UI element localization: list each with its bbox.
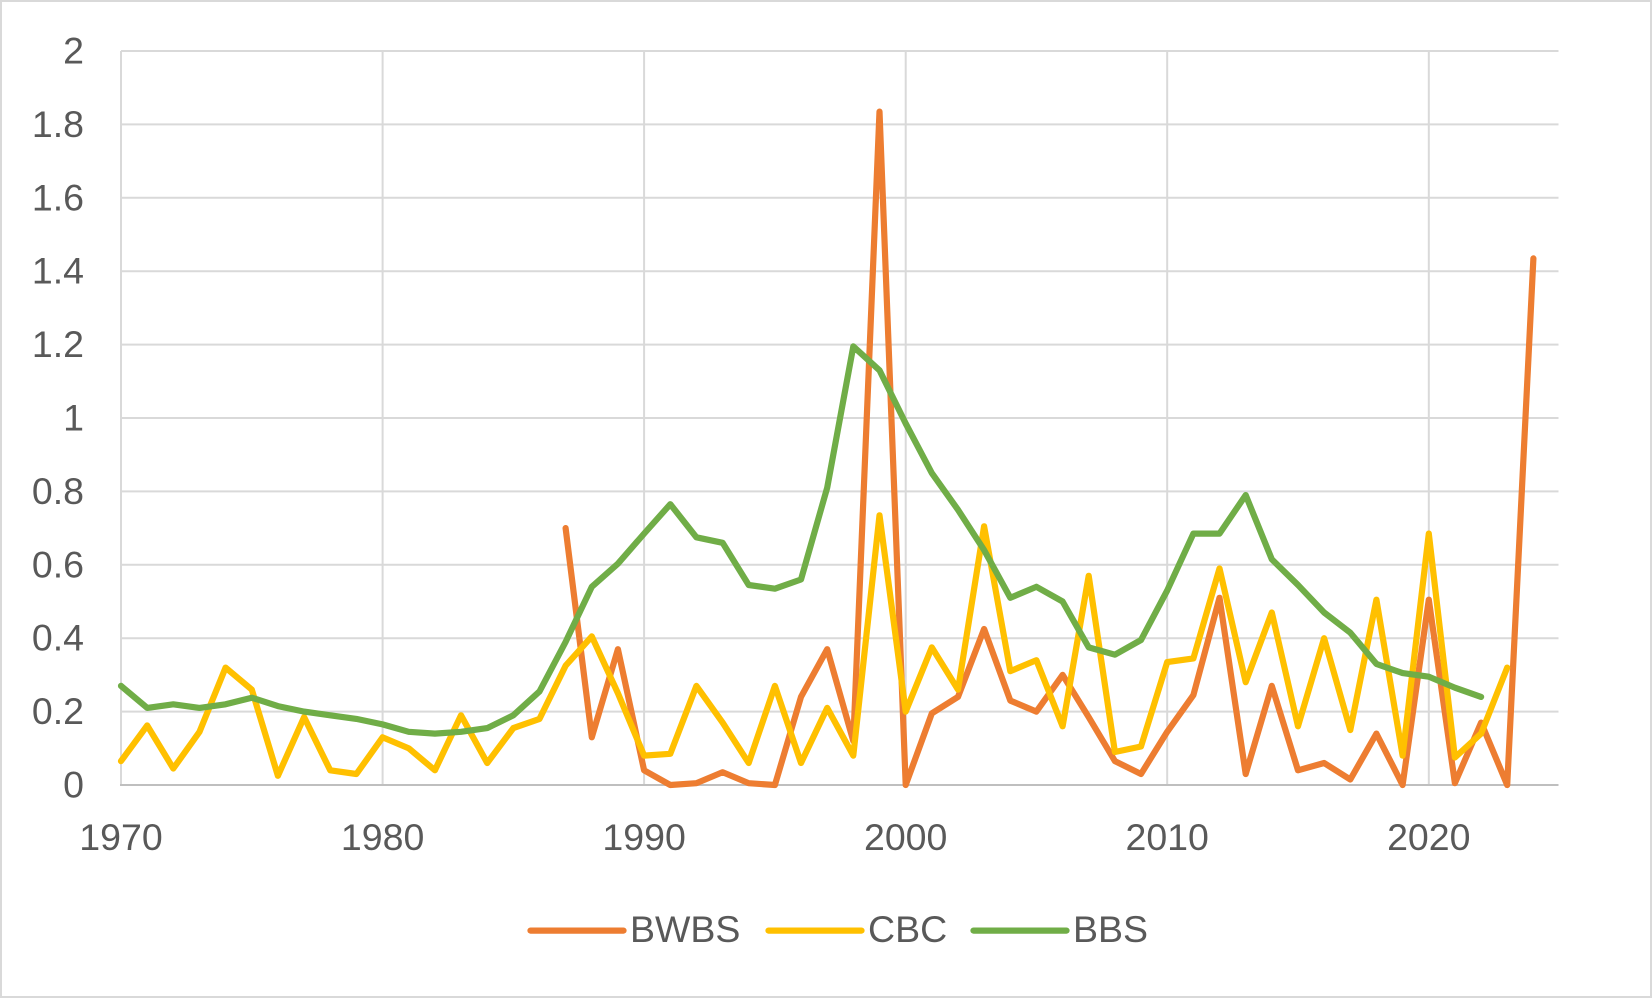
- svg-text:0.4: 0.4: [32, 617, 84, 659]
- svg-text:1.2: 1.2: [32, 323, 84, 365]
- svg-text:1.8: 1.8: [32, 103, 84, 145]
- svg-text:0.6: 0.6: [32, 543, 84, 585]
- svg-text:BBS: BBS: [1073, 908, 1148, 950]
- svg-text:2000: 2000: [864, 816, 947, 858]
- svg-text:2: 2: [63, 30, 84, 72]
- svg-text:2020: 2020: [1387, 816, 1470, 858]
- svg-text:0.8: 0.8: [32, 470, 84, 512]
- svg-text:2010: 2010: [1125, 816, 1208, 858]
- svg-text:1990: 1990: [602, 816, 685, 858]
- svg-text:BWBS: BWBS: [630, 908, 740, 950]
- svg-text:1.4: 1.4: [32, 250, 84, 292]
- svg-text:0: 0: [63, 764, 84, 806]
- svg-text:0.2: 0.2: [32, 690, 84, 732]
- svg-text:1.6: 1.6: [32, 176, 84, 218]
- svg-text:1: 1: [63, 397, 84, 439]
- svg-text:CBC: CBC: [868, 908, 947, 950]
- svg-text:1980: 1980: [341, 816, 424, 858]
- svg-text:1970: 1970: [79, 816, 162, 858]
